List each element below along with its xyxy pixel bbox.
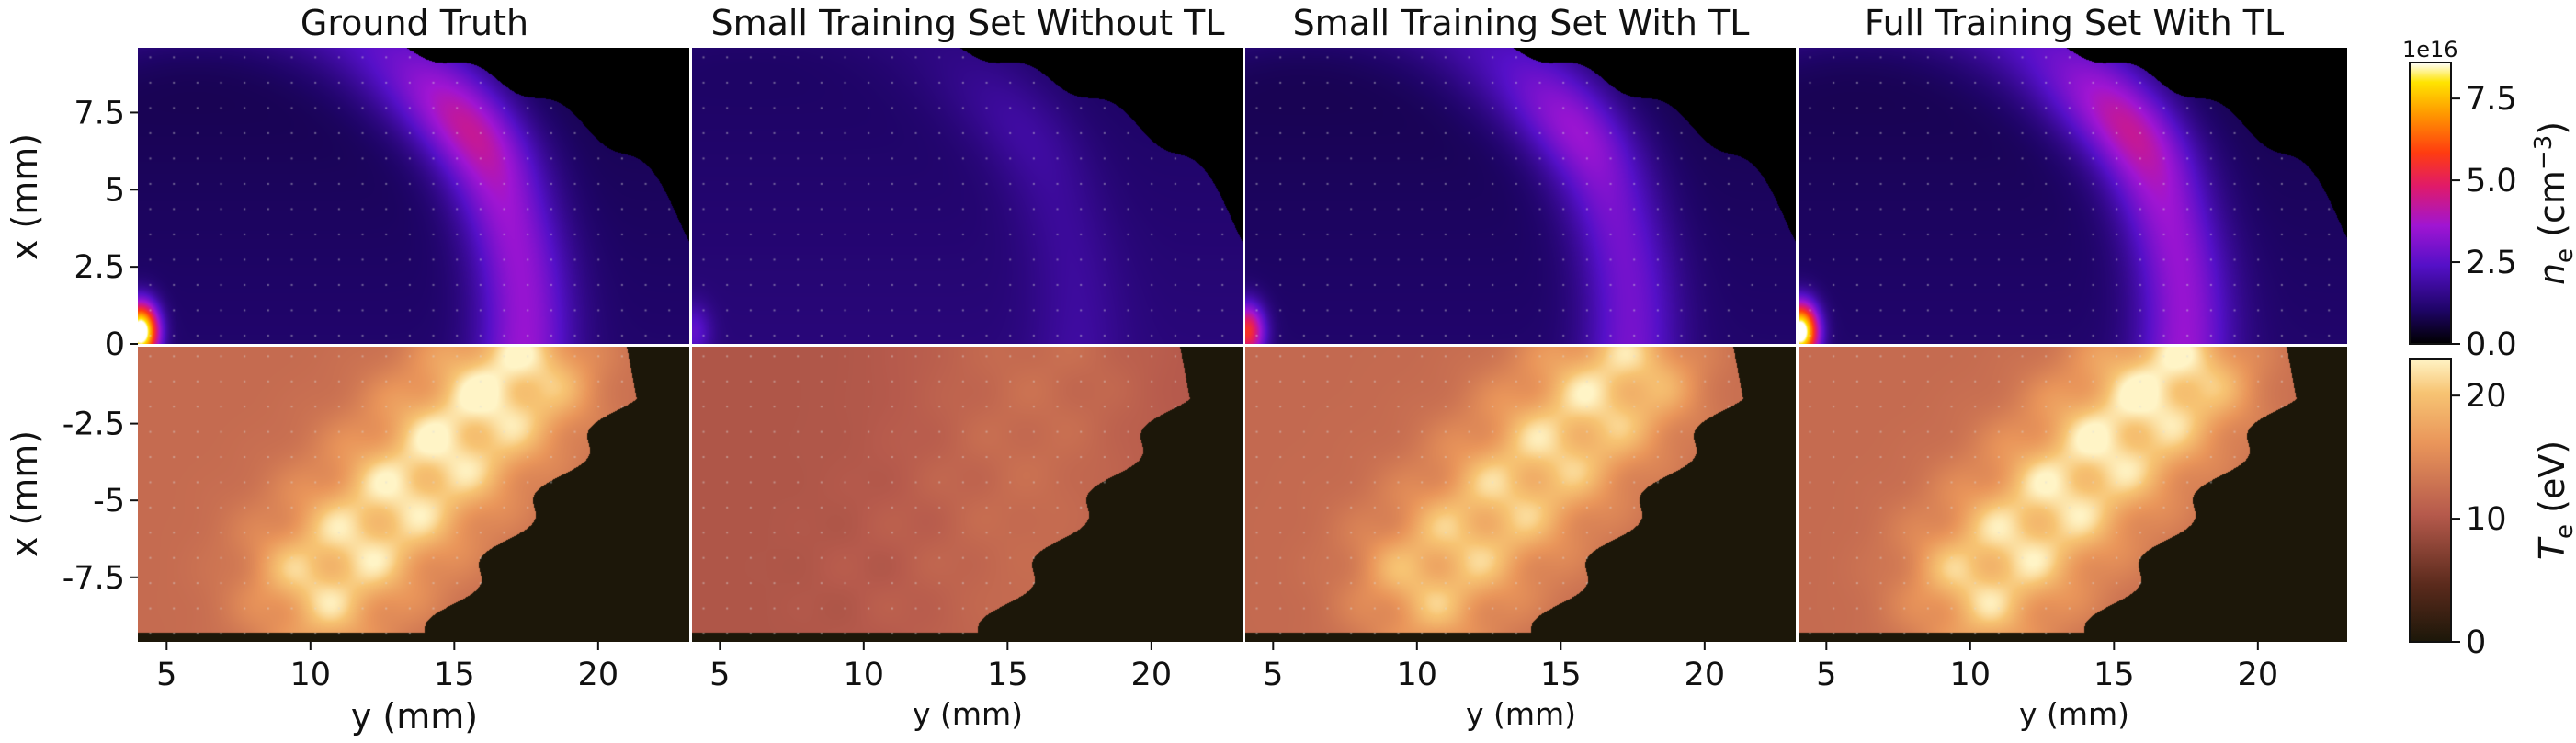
density-colorbar-exponent: 1e16 bbox=[2402, 37, 2458, 63]
x-tick-label: 20 bbox=[1685, 657, 1726, 693]
panel-dividers bbox=[138, 48, 2347, 642]
density-colorbar-label: ne (cm−3) bbox=[2530, 121, 2576, 285]
x-tick-label: 20 bbox=[1131, 657, 1173, 693]
density-colorbar-tick-label: 2.5 bbox=[2466, 245, 2517, 281]
density-colorbar-tick-label: 0.0 bbox=[2466, 326, 2517, 363]
density-map-full-tl bbox=[1798, 48, 2347, 344]
temperature-map-full-tl bbox=[1798, 347, 2347, 642]
temperature-colorbar bbox=[2409, 358, 2452, 643]
density-colorbar-unit-exponent: −3 bbox=[2530, 135, 2558, 170]
density-map-ground-truth bbox=[138, 48, 690, 344]
temperature-y-tick-label: -2.5 bbox=[62, 406, 125, 443]
x-tick-label: 20 bbox=[2238, 657, 2279, 693]
x-tick-label: 5 bbox=[709, 657, 730, 693]
temperature-colorbar-tick-label: 10 bbox=[2466, 501, 2507, 538]
temperature-y-tick-label: -7.5 bbox=[62, 560, 125, 597]
density-map-small-tl bbox=[1244, 48, 1797, 344]
x-tick-label: 5 bbox=[1816, 657, 1836, 693]
x-tick-label: 5 bbox=[1263, 657, 1283, 693]
density-colorbar bbox=[2409, 62, 2452, 345]
heatmap-area bbox=[138, 48, 2347, 642]
density-colorbar-symbol: n bbox=[2532, 263, 2572, 285]
temperature-map-small-tl bbox=[1244, 347, 1797, 642]
density-y-tick-label: 0 bbox=[105, 326, 125, 363]
temperature-y-tick-label: -5 bbox=[93, 483, 125, 520]
temperature-map-small-no-tl bbox=[691, 347, 1243, 642]
temperature-colorbar-unit: (eV) bbox=[2532, 440, 2572, 524]
axes: 5 10 15 20 5 10 15 20 5 10 15 20 5 10 15 20 0 2.5 5 7.5 -2.5… bbox=[62, 95, 2278, 693]
x-axis-label-3: y (mm) bbox=[1466, 696, 1576, 732]
panel-title-1: Ground Truth bbox=[301, 3, 528, 43]
density-y-axis-label: x (mm) bbox=[5, 133, 45, 260]
density-y-tick-label: 2.5 bbox=[74, 249, 125, 286]
density-colorbar-unit: (cm bbox=[2532, 170, 2572, 248]
temperature-colorbar-label: Te (eV) bbox=[2532, 440, 2576, 560]
x-axis-label-2: y (mm) bbox=[913, 696, 1023, 732]
temperature-colorbar-subscript: e bbox=[2551, 524, 2576, 539]
temperature-colorbar-tick-label: 20 bbox=[2466, 378, 2507, 415]
x-axis-label-1: y (mm) bbox=[351, 696, 478, 737]
x-axis-label-4: y (mm) bbox=[2019, 696, 2129, 732]
density-map-small-no-tl bbox=[691, 48, 1243, 344]
density-y-tick-label: 7.5 bbox=[74, 95, 125, 131]
x-tick-label: 15 bbox=[1540, 657, 1582, 693]
x-tick-label: 10 bbox=[1950, 657, 1992, 693]
density-colorbar-tick-label: 5.0 bbox=[2466, 163, 2517, 200]
density-colorbar-tick-label: 7.5 bbox=[2466, 81, 2517, 118]
temperature-colorbar-symbol: T bbox=[2532, 536, 2572, 560]
temperature-map-ground-truth bbox=[138, 347, 690, 642]
x-tick-label: 15 bbox=[434, 657, 475, 693]
x-tick-label: 10 bbox=[844, 657, 885, 693]
panel-title-3: Small Training Set With TL bbox=[1293, 3, 1750, 43]
x-tick-label: 15 bbox=[987, 657, 1028, 693]
x-tick-label: 15 bbox=[2094, 657, 2135, 693]
colorbar-ticks: 0.0 2.5 5.0 7.5 0 10 20 bbox=[2451, 81, 2517, 661]
panel-title-4: Full Training Set With TL bbox=[1865, 3, 2284, 43]
x-tick-label: 5 bbox=[156, 657, 176, 693]
x-tick-label: 10 bbox=[290, 657, 332, 693]
temperature-colorbar-tick-label: 0 bbox=[2466, 624, 2486, 661]
temperature-y-axis-label: x (mm) bbox=[5, 430, 45, 557]
density-colorbar-subscript: e bbox=[2551, 248, 2576, 263]
panel-title-2: Small Training Set Without TL bbox=[710, 3, 1224, 43]
x-tick-label: 20 bbox=[578, 657, 619, 693]
density-y-tick-label: 5 bbox=[105, 172, 125, 209]
density-colorbar-unit-close: ) bbox=[2532, 121, 2572, 135]
x-tick-label: 10 bbox=[1397, 657, 1438, 693]
